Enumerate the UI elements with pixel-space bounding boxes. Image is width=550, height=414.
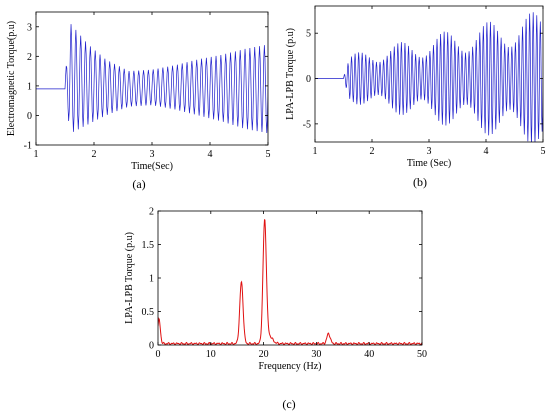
- x-tick-label: 2: [92, 149, 97, 160]
- plot-area-c: [157, 210, 423, 346]
- x-tick-label: 0: [156, 349, 161, 360]
- x-axis-label: Time(Sec): [131, 161, 173, 172]
- x-tick-label: 4: [484, 146, 489, 157]
- panel-caption: (c): [282, 397, 295, 411]
- y-tick-label: 1: [149, 274, 154, 285]
- y-axis-label: LPA-LPB Torque (p.u): [285, 28, 296, 120]
- x-axis-label: Time (Sec): [407, 158, 451, 169]
- chart-panel-c: 0 10 20 30 40 50 0 0.5 1 1.5 2 Frequency (Hz) LPA-LP…: [124, 207, 427, 412]
- y-tick-label: 5: [306, 29, 311, 40]
- y-axis-label: Electromagnetic Torque(p.u): [6, 21, 17, 136]
- y-tick-label: 0: [306, 74, 311, 85]
- x-tick-label: 5: [266, 149, 271, 160]
- series-line-b-0: [315, 12, 543, 142]
- x-tick-label: 20: [259, 349, 269, 360]
- y-tick-label: 3: [27, 22, 32, 33]
- series-line-a-0: [36, 24, 268, 133]
- y-tick-label: -1: [24, 141, 32, 152]
- y-tick-label: 0.5: [142, 307, 155, 318]
- y-tick-label: 0: [149, 341, 154, 352]
- x-tick-label: 4: [208, 149, 213, 160]
- x-tick-label: 50: [417, 349, 427, 360]
- panel-caption: (a): [132, 177, 145, 191]
- x-tick-label: 40: [364, 349, 374, 360]
- x-tick-label: 30: [311, 349, 321, 360]
- x-tick-label: 5: [541, 146, 546, 157]
- x-tick-label: 2: [370, 146, 375, 157]
- x-tick-label: 10: [206, 349, 216, 360]
- panel-caption: (b): [413, 175, 427, 189]
- x-tick-label: 1: [313, 146, 318, 157]
- y-tick-label: -5: [303, 119, 311, 130]
- y-tick-label: 1: [27, 81, 32, 92]
- x-tick-label: 3: [427, 146, 432, 157]
- x-axis-label: Frequency (Hz): [258, 361, 321, 372]
- y-tick-label: 0: [27, 111, 32, 122]
- y-tick-label: 2: [27, 52, 32, 63]
- series-line-c-0: [158, 219, 422, 345]
- y-tick-label: 2: [149, 207, 154, 218]
- x-tick-label: 3: [150, 149, 155, 160]
- x-tick-label: 1: [34, 149, 39, 160]
- chart-panel-b: 1 2 3 4 5 -5 0 5 Time (Sec) LPA-LPB Torque (p.u) (…: [285, 5, 546, 189]
- y-axis-label: LPA-LPB Torque (p.u): [124, 232, 135, 324]
- y-tick-label: 1.5: [142, 240, 155, 251]
